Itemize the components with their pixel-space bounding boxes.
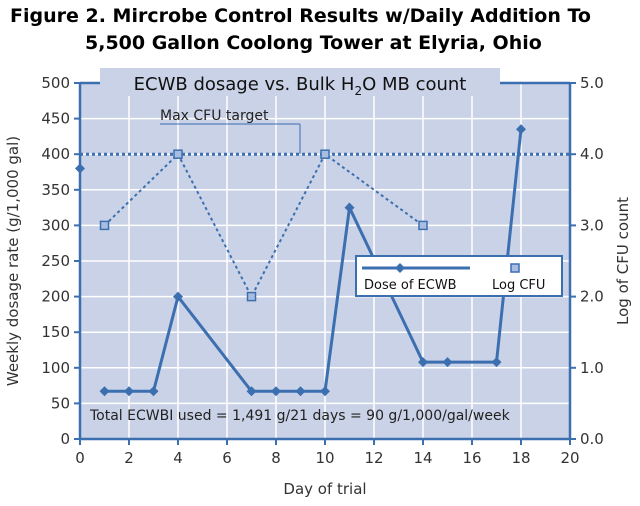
log-cfu-line	[103, 152, 424, 299]
dose-point	[99, 386, 110, 397]
x-tick-label: 12	[364, 449, 383, 467]
figure-title-line1: Figure 2. Mircrobe Control Results w/Dai…	[10, 5, 591, 27]
plot-title-main: ECWB dosage vs. Bulk H	[134, 74, 355, 95]
y-left-tick-label: 0	[60, 430, 70, 448]
dose-point	[442, 357, 453, 368]
y-right-axis-label: Log of CFU count	[614, 197, 632, 325]
dose-point	[344, 202, 355, 213]
legend-marks	[362, 263, 520, 273]
y-left-tick-labels: 0 50 100 150 200 250 300 350 400 450 500	[41, 74, 80, 448]
x-tick-labels: 0 2 4 6 8 10 12 14 16 18 20	[75, 439, 580, 467]
log-cfu-point	[418, 220, 428, 231]
dose-point	[124, 386, 134, 397]
legend-marker-dose	[395, 263, 405, 273]
x-tick-label: 20	[560, 449, 579, 467]
y-right-tick-label: 5.0	[580, 74, 604, 92]
log-cfu-point	[246, 291, 257, 302]
y-right-tick-label: 1.0	[580, 359, 604, 377]
x-tick-label: 14	[413, 449, 432, 467]
log-cfu-point	[320, 149, 330, 159]
y-left-tick-label: 400	[41, 145, 70, 163]
x-tick-label: 8	[271, 449, 281, 467]
max-cfu-target	[80, 123, 570, 156]
figure-title-line2: 5,500 Gallon Coolong Tower at Elyria, Oh…	[85, 32, 542, 54]
y-left-tick-label: 350	[41, 181, 70, 199]
x-tick-label: 0	[75, 449, 85, 467]
plot-title-end: O MB count	[362, 74, 466, 95]
y-left-tick-label: 150	[41, 323, 70, 341]
x-tick-label: 16	[462, 449, 481, 467]
log-cfu-point	[99, 220, 110, 231]
x-tick-label: 6	[222, 449, 232, 467]
legend-label-cfu: Log CFU	[492, 278, 545, 293]
x-tick-label: 18	[511, 449, 530, 467]
series-dose-ecwb	[75, 124, 526, 397]
y-left-tick-label: 200	[41, 288, 70, 306]
dose-point	[320, 386, 330, 397]
dose-point	[246, 386, 257, 397]
legend-box	[355, 255, 563, 297]
y-right-tick-label: 2.0	[580, 288, 604, 306]
dose-point	[516, 124, 526, 135]
dose-point	[491, 357, 502, 368]
legend-label-dose: Dose of ECWB	[364, 278, 457, 293]
plot-title: ECWB dosage vs. Bulk H2O MB count	[134, 74, 467, 98]
series-log-cfu	[99, 149, 428, 302]
x-tick-label: 10	[315, 449, 334, 467]
x-tick-label: 2	[124, 449, 134, 467]
plot-title-subscript: 2	[354, 84, 362, 98]
y-right-tick-labels: 0.0 1.0 2.0 3.0 4.0 5.0	[570, 74, 604, 448]
y-left-tick-label: 100	[41, 359, 70, 377]
target-label: Max CFU target	[160, 108, 269, 124]
y-left-tick-label: 250	[41, 252, 70, 270]
dose-point	[148, 386, 159, 397]
x-tick-label: 4	[173, 449, 183, 467]
total-annotation: Total ECWBI used = 1,491 g/21 days = 90 …	[89, 408, 511, 424]
y-left-tick-label: 500	[41, 74, 70, 92]
plot-title-background	[100, 68, 500, 96]
y-right-tick-label: 3.0	[580, 216, 604, 234]
y-left-tick-label: 450	[41, 110, 70, 128]
dose-point	[418, 357, 428, 368]
y-left-axis-label: Weekly dosage rate (g/1,000 gal)	[4, 136, 22, 386]
dose-point	[173, 291, 183, 302]
x-axis-label: Day of trial	[283, 480, 366, 498]
y-right-tick-label: 0.0	[580, 430, 604, 448]
dose-point	[271, 386, 281, 397]
dose-point	[295, 386, 306, 397]
y-left-tick-label: 300	[41, 216, 70, 234]
log-cfu-point	[173, 149, 183, 159]
y-right-tick-label: 4.0	[580, 145, 604, 163]
y-left-tick-label: 50	[51, 394, 70, 412]
legend-marker-cfu	[510, 263, 520, 273]
